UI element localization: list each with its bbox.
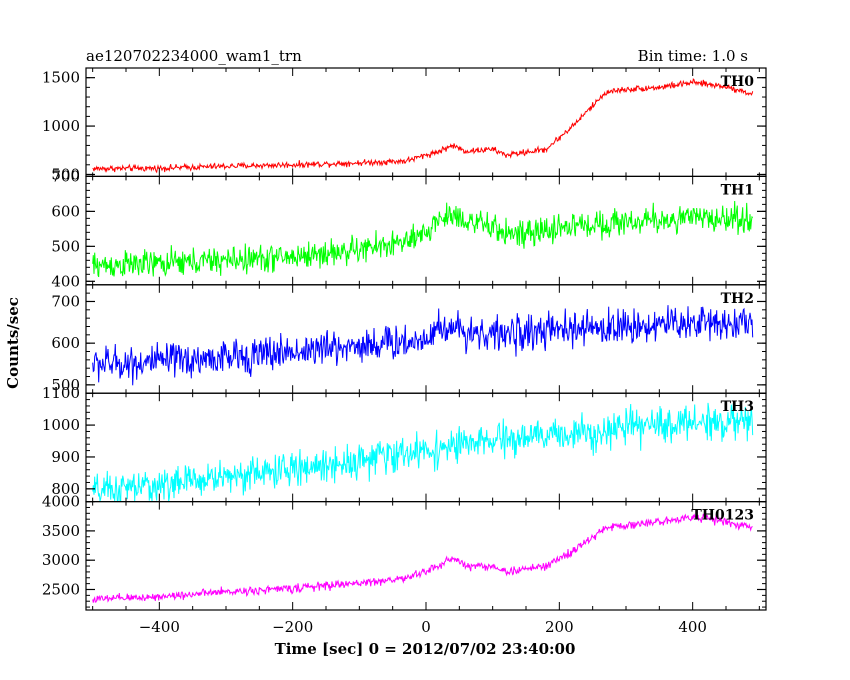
y-tick-label: 400 [51,272,80,290]
y-tick-label: 600 [51,334,80,352]
x-axis: −400 −200 0 200 400 [139,618,707,636]
panel-label: TH0123 [691,508,754,524]
panel-th0: 500 1000 1500 TH0 [42,67,767,183]
panels: 500 1000 1500 TH0 400 500 600 700 TH1 500 600 700 TH… [42,67,767,611]
y-tick-label: 2500 [42,580,80,598]
panel-label: TH0 [721,74,755,90]
y-tick-label: 600 [51,202,80,220]
y-tick-label: 700 [51,292,80,310]
y-tick-label: 4000 [42,493,80,511]
y-axis-label: Counts/sec [4,297,22,389]
bin-time-label: Bin time: 1.0 s [638,47,748,65]
x-tick-label: 200 [545,618,574,636]
y-tick-label: 500 [51,165,80,183]
panel-th0123: 2500 3000 3500 4000 TH0123 [42,493,767,611]
panel-frame [85,67,767,178]
y-tick-label: 700 [51,167,80,185]
series-line-th1 [92,200,754,278]
panel-label: TH2 [721,291,754,307]
series-line-th2 [92,305,754,386]
x-tick-label: 400 [678,618,707,636]
y-tick-label: 800 [51,480,80,498]
y-tick-label: 500 [51,376,80,394]
y-tick-label: 500 [51,237,80,255]
panel-frame [85,175,767,286]
series-line-th3 [92,402,754,502]
panel-th2: 500 600 700 TH2 [51,284,767,394]
x-axis-label: Time [sec] 0 = 2012/07/02 23:40:00 [275,640,576,658]
y-tick-label: 1100 [42,384,80,402]
y-tick-label: 1000 [42,416,80,434]
panel-label: TH1 [721,182,754,198]
x-tick-label: 0 [421,618,431,636]
chart-title: ae120702234000_wam1_trn [86,47,302,65]
panel-label: TH3 [721,399,754,415]
series-line-th0 [92,78,754,174]
panel-th3: 800 900 1000 1100 TH3 [42,384,767,503]
x-tick-label: −200 [272,618,313,636]
y-tick-label: 900 [51,448,80,466]
y-tick-label: 3500 [42,522,80,540]
x-tick-label: −400 [139,618,180,636]
y-tick-label: 3000 [42,551,80,569]
series-line-th0123 [92,513,753,603]
y-tick-label: 1500 [42,69,80,87]
y-tick-label: 1000 [42,117,80,135]
panel-th1: 400 500 600 700 TH1 [51,167,767,290]
panel-frame [85,501,767,611]
